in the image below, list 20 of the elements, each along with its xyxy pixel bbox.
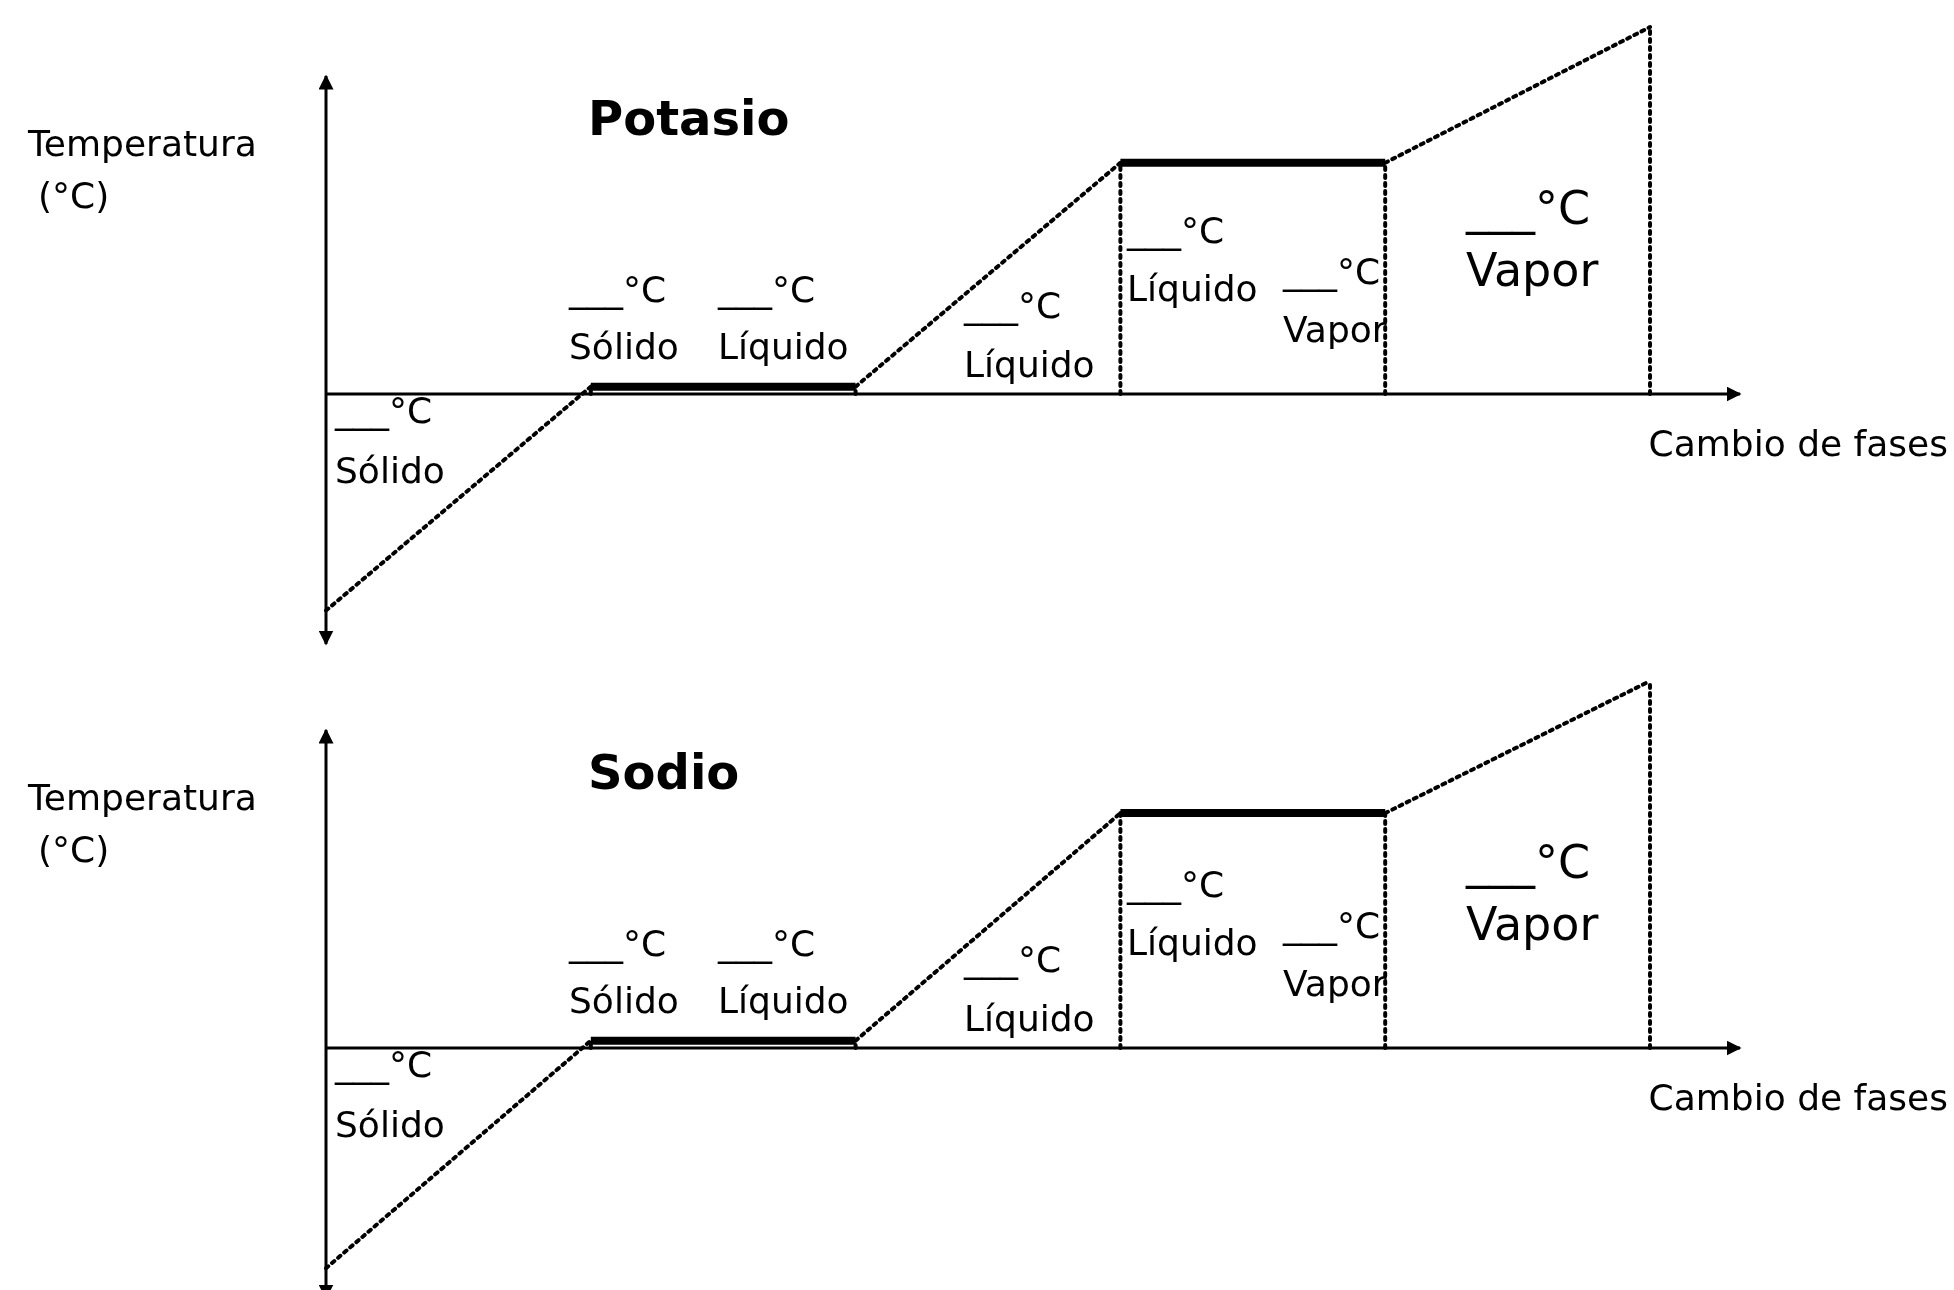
annotation: ___°C Sólido — [334, 390, 445, 491]
y-axis-title: Temperatura (°C) — [27, 777, 257, 870]
text: Sodio — [588, 744, 740, 800]
annotation: ___°C Líquido — [717, 923, 849, 1021]
annotation: ___°C Líquido — [963, 285, 1095, 385]
y-axis-title: Temperatura (°C) — [27, 123, 257, 216]
annotation: ___°C Sólido — [334, 1044, 445, 1145]
annotation: ___°C Sólido — [568, 269, 679, 367]
annotation: ___°C Líquido — [717, 269, 849, 367]
annotation: ___°C Vapor — [1465, 835, 1599, 951]
annotation: ___°C Vapor — [1282, 905, 1387, 1004]
annotation: ___°C Sólido — [568, 923, 679, 1021]
text: Potasio — [588, 90, 790, 146]
annotation: ___°C Líquido — [1126, 864, 1258, 963]
x-axis-title: Cambio de fases — [1648, 1077, 1948, 1118]
annotation: ___°C Vapor — [1282, 251, 1387, 350]
annotation: ___°C Líquido — [1126, 210, 1258, 309]
annotation: ___°C Líquido — [963, 939, 1095, 1039]
x-axis-title: Cambio de fases — [1648, 423, 1948, 464]
annotation: ___°C Vapor — [1465, 181, 1599, 297]
